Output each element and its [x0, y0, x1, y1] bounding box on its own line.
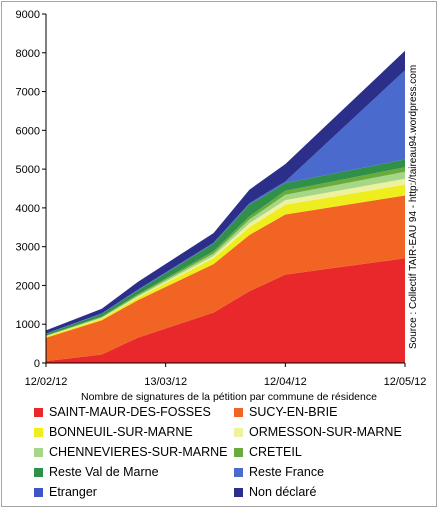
legend-label: ORMESSON-SUR-MARNE — [249, 425, 402, 439]
x-tick-label: 12/05/12 — [384, 376, 427, 388]
stacked-area-chart: 0 1000 2000 3000 4000 5000 6000 7000 8000 9000 12/… — [16, 9, 427, 402]
legend-swatch — [34, 447, 43, 457]
y-tick-label: 2000 — [16, 280, 40, 292]
legend-swatch — [234, 447, 243, 457]
legend-swatch — [34, 427, 43, 437]
legend-item: ORMESSON-SUR-MARNE — [234, 422, 402, 442]
legend-swatch — [234, 407, 243, 417]
legend-item: Reste Val de Marne — [34, 462, 159, 482]
legend-label: CRETEIL — [249, 445, 302, 459]
y-tick-label: 9000 — [16, 9, 40, 21]
y-tick-label: 6000 — [16, 125, 40, 137]
legend-swatch — [34, 467, 43, 477]
legend-item: CHENNEVIERES-SUR-MARNE — [34, 442, 228, 462]
x-axis-label: Nombre de signatures de la pétition par … — [81, 391, 377, 402]
legend-item: SUCY-EN-BRIE — [234, 402, 337, 422]
legend-item: CRETEIL — [234, 442, 302, 462]
legend-label: Etranger — [49, 485, 97, 499]
y-tick-label: 5000 — [16, 164, 40, 176]
y-tick-label: 0 — [34, 358, 40, 370]
x-tick-label: 13/03/12 — [144, 376, 187, 388]
legend-label: Non déclaré — [249, 485, 317, 499]
legend-swatch — [234, 467, 243, 477]
legend-label: SUCY-EN-BRIE — [249, 405, 338, 419]
legend-label: CHENNEVIERES-SUR-MARNE — [49, 445, 228, 459]
legend-item: Non déclaré — [234, 482, 316, 502]
area-series-group — [46, 50, 405, 363]
legend-item: SAINT-MAUR-DES-FOSSES — [34, 402, 211, 422]
legend-label: Reste Val de Marne — [49, 465, 159, 479]
area-series-2 — [46, 184, 405, 338]
y-tick-label: 4000 — [16, 203, 40, 215]
legend-swatch — [234, 427, 243, 437]
axes-group: 0 1000 2000 3000 4000 5000 6000 7000 8000 9000 12/… — [16, 9, 427, 388]
area-series-1 — [46, 195, 405, 362]
y-tick-label: 8000 — [16, 48, 40, 60]
y-tick-label: 3000 — [16, 242, 40, 254]
legend-swatch — [34, 487, 43, 497]
y-tick-label: 1000 — [16, 319, 40, 331]
legend-item: Etranger — [34, 482, 97, 502]
area-series-0 — [46, 258, 405, 363]
legend-label: SAINT-MAUR-DES-FOSSES — [49, 405, 211, 419]
legend-swatch — [34, 407, 43, 417]
legend-item: BONNEUIL-SUR-MARNE — [34, 422, 193, 442]
source-note: Source : Collectif TAIR-EAU 94 - http://… — [408, 65, 419, 349]
x-tick-label: 12/02/12 — [25, 376, 68, 388]
legend-item: Reste France — [234, 462, 324, 482]
legend-swatch — [234, 487, 243, 497]
legend-label: BONNEUIL-SUR-MARNE — [49, 425, 193, 439]
y-tick-label: 7000 — [16, 87, 40, 99]
x-tick-label: 12/04/12 — [264, 376, 307, 388]
legend-label: Reste France — [249, 465, 325, 479]
